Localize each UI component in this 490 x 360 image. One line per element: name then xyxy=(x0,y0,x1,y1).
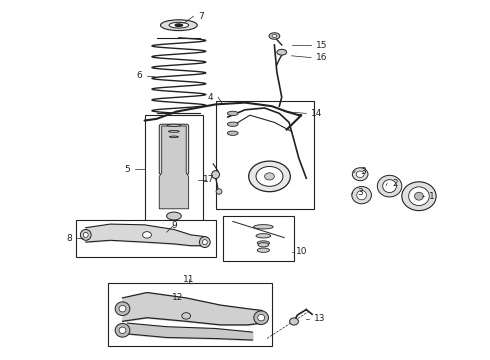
Ellipse shape xyxy=(356,171,364,177)
Bar xyxy=(108,283,272,346)
Ellipse shape xyxy=(170,136,178,138)
Ellipse shape xyxy=(415,192,423,200)
Text: 13: 13 xyxy=(314,314,325,323)
Ellipse shape xyxy=(169,130,179,132)
Ellipse shape xyxy=(119,327,126,333)
Ellipse shape xyxy=(249,161,290,192)
Bar xyxy=(76,220,216,257)
Text: 3: 3 xyxy=(360,166,366,175)
Ellipse shape xyxy=(352,186,371,204)
Ellipse shape xyxy=(383,180,396,193)
Ellipse shape xyxy=(80,230,91,240)
Text: 9: 9 xyxy=(171,220,177,230)
Ellipse shape xyxy=(182,312,191,319)
Bar xyxy=(223,216,294,261)
Text: 7: 7 xyxy=(198,12,204,21)
Ellipse shape xyxy=(277,49,287,55)
Ellipse shape xyxy=(257,241,270,245)
Text: 3: 3 xyxy=(358,188,364,197)
Ellipse shape xyxy=(227,111,238,116)
Text: 2: 2 xyxy=(392,179,397,188)
Ellipse shape xyxy=(212,171,220,179)
Text: 17: 17 xyxy=(203,175,215,184)
Ellipse shape xyxy=(269,33,280,39)
Ellipse shape xyxy=(290,318,298,325)
Polygon shape xyxy=(159,126,189,209)
Ellipse shape xyxy=(119,305,126,312)
Ellipse shape xyxy=(143,232,151,238)
Ellipse shape xyxy=(258,315,265,321)
Ellipse shape xyxy=(377,175,402,197)
Ellipse shape xyxy=(167,124,181,126)
Ellipse shape xyxy=(402,182,436,211)
Ellipse shape xyxy=(272,35,277,37)
Text: 6: 6 xyxy=(136,71,142,80)
Ellipse shape xyxy=(216,189,222,194)
FancyBboxPatch shape xyxy=(159,124,189,175)
Ellipse shape xyxy=(409,187,429,206)
Ellipse shape xyxy=(167,212,181,220)
Ellipse shape xyxy=(256,166,283,186)
Text: 4: 4 xyxy=(208,93,213,102)
Ellipse shape xyxy=(227,122,238,126)
Ellipse shape xyxy=(83,233,88,238)
Bar xyxy=(216,101,314,209)
Text: 5: 5 xyxy=(124,165,130,174)
Text: 15: 15 xyxy=(316,40,327,49)
Text: 11: 11 xyxy=(183,274,195,284)
Ellipse shape xyxy=(254,311,269,325)
Text: 8: 8 xyxy=(67,234,73,243)
Ellipse shape xyxy=(227,131,238,135)
Ellipse shape xyxy=(161,20,197,31)
Ellipse shape xyxy=(175,24,182,27)
Ellipse shape xyxy=(115,323,130,337)
Text: 10: 10 xyxy=(296,248,308,256)
Ellipse shape xyxy=(352,168,368,181)
Ellipse shape xyxy=(257,248,270,252)
Ellipse shape xyxy=(254,225,273,229)
Text: 12: 12 xyxy=(172,292,183,302)
Bar xyxy=(145,115,203,227)
Ellipse shape xyxy=(115,302,130,315)
Ellipse shape xyxy=(357,190,367,200)
Text: 16: 16 xyxy=(316,53,327,62)
Ellipse shape xyxy=(256,234,270,238)
Ellipse shape xyxy=(258,243,269,247)
Text: 14: 14 xyxy=(311,109,322,118)
Text: 1: 1 xyxy=(429,192,435,201)
Ellipse shape xyxy=(199,237,210,248)
Ellipse shape xyxy=(169,22,189,28)
Ellipse shape xyxy=(265,173,274,180)
Ellipse shape xyxy=(202,240,207,245)
